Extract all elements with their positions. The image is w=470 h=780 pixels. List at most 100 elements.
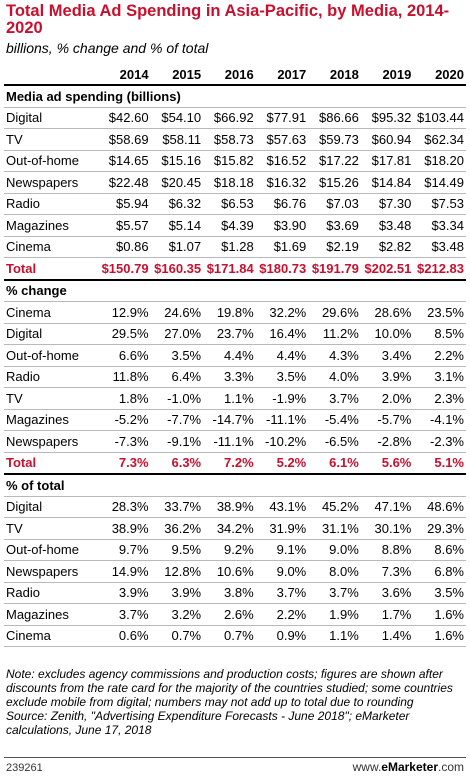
table-cell: 5.2% xyxy=(255,452,309,475)
row-label: Magazines xyxy=(4,214,98,237)
row-label: Newspapers xyxy=(4,171,98,194)
table-cell: $54.10 xyxy=(150,107,204,129)
table-cell: -5.4% xyxy=(308,409,361,431)
row-label: Digital xyxy=(4,496,98,518)
table-cell: 10.0% xyxy=(360,323,414,345)
table-row: Magazines -5.2% -7.7% -14.7% -11.1% -5.4% -5.7… xyxy=(4,409,466,431)
table-cell: 4.3% xyxy=(308,344,361,367)
row-label: Magazines xyxy=(4,409,98,431)
table-cell: 3.6% xyxy=(360,582,414,604)
table-cell: $15.16 xyxy=(150,150,204,172)
table-cell: $86.66 xyxy=(308,107,361,129)
table-cell: $180.73 xyxy=(255,257,309,281)
table-cell: 5.6% xyxy=(360,452,414,475)
table-cell: $6.32 xyxy=(150,193,204,215)
table-cell: 1.4% xyxy=(360,625,414,647)
table-cell: $3.48 xyxy=(360,214,414,237)
table-cell: 3.1% xyxy=(413,366,466,388)
table-cell: 3.9% xyxy=(360,366,414,388)
table-cell: $20.45 xyxy=(150,171,204,194)
table-cell: -1.9% xyxy=(255,387,309,410)
section-header-row: Media ad spending (billions) xyxy=(4,85,466,108)
table-cell: 28.3% xyxy=(98,496,151,518)
table-cell: 12.9% xyxy=(98,301,151,324)
table-cell: 8.8% xyxy=(360,539,414,561)
table-cell: 3.7% xyxy=(98,603,151,626)
table-cell: $7.03 xyxy=(308,193,361,215)
table-cell: $16.52 xyxy=(255,150,309,172)
table-cell: -5.2% xyxy=(98,409,151,431)
table-cell: $62.34 xyxy=(413,128,466,151)
table-cell: 47.1% xyxy=(360,496,414,518)
section-header: % of total xyxy=(4,474,466,497)
table-cell: -7.7% xyxy=(150,409,204,431)
table-row: Radio 3.9% 3.9% 3.8% 3.7% 3.7% 3.6% 3.5% xyxy=(4,582,466,604)
total-row: Total $150.79 $160.35 $171.84 $180.73 $191.79… xyxy=(4,257,466,281)
table-cell: 7.3% xyxy=(98,452,151,475)
table-row: Out-of-home $14.65 $15.16 $15.82 $16.52 $17.2… xyxy=(4,150,466,172)
table-row: Digital 29.5% 27.0% 23.7% 16.4% 11.2% 10.0% 8.5… xyxy=(4,323,466,345)
table-cell: 3.3% xyxy=(203,366,256,388)
table-cell: 4.0% xyxy=(308,366,361,388)
table-cell: 3.5% xyxy=(150,344,204,367)
table-cell: $59.73 xyxy=(308,128,361,151)
table-row: Cinema 0.6% 0.7% 0.7% 0.9% 1.1% 1.4% 1.6% xyxy=(4,625,466,647)
row-label: Cinema xyxy=(4,236,98,258)
table-cell: 38.9% xyxy=(203,496,256,518)
table-cell: 11.8% xyxy=(98,366,151,388)
table-cell: 38.9% xyxy=(98,517,151,540)
table-cell: 0.6% xyxy=(98,625,151,647)
table-cell: $4.39 xyxy=(203,214,256,237)
table-cell: -4.1% xyxy=(413,409,466,431)
table-cell: 12.8% xyxy=(150,560,204,583)
table-cell: -1.0% xyxy=(150,387,204,410)
table-cell: $1.28 xyxy=(203,236,256,258)
table-cell: -6.5% xyxy=(308,430,361,453)
table-row: Magazines 3.7% 3.2% 2.6% 2.2% 1.9% 1.7% 1.6% xyxy=(4,603,466,626)
table-cell: 4.4% xyxy=(203,344,256,367)
table-cell: $17.22 xyxy=(308,150,361,172)
table-cell: 23.7% xyxy=(203,323,256,345)
table-row: Out-of-home 6.6% 3.5% 4.4% 4.4% 4.3% 3.4% 2.2% xyxy=(4,344,466,367)
row-label: Out-of-home xyxy=(4,344,98,367)
row-label: Newspapers xyxy=(4,430,98,453)
row-label: Digital xyxy=(4,323,98,345)
table-cell: $58.69 xyxy=(98,128,151,151)
table-cell: 1.1% xyxy=(203,387,256,410)
section-header: % change xyxy=(4,279,466,302)
table-cell: $42.60 xyxy=(98,107,151,129)
table-cell: 3.9% xyxy=(150,582,204,604)
table-cell: 45.2% xyxy=(308,496,361,518)
row-label: Radio xyxy=(4,193,98,215)
table-cell: $18.20 xyxy=(413,150,466,172)
table-cell: 31.9% xyxy=(255,517,309,540)
table-cell: 27.0% xyxy=(150,323,204,345)
year-header-row: 2014 2015 2016 2017 2018 2019 2020 xyxy=(4,64,466,86)
table-cell: 1.1% xyxy=(308,625,361,647)
table-cell: 31.1% xyxy=(308,517,361,540)
table-cell: 30.1% xyxy=(360,517,414,540)
table-row: TV 1.8% -1.0% 1.1% -1.9% 3.7% 2.0% 2.3% xyxy=(4,387,466,410)
section-header-row: % of total xyxy=(4,474,466,497)
table-cell: $3.34 xyxy=(413,214,466,237)
table-cell: 9.0% xyxy=(255,560,309,583)
chart-title: Total Media Ad Spending in Asia-Pacific,… xyxy=(6,2,450,37)
source-text: Source: Zenith, "Advertising Expenditure… xyxy=(6,709,410,737)
table-cell: -14.7% xyxy=(203,409,256,431)
row-label: Radio xyxy=(4,582,98,604)
table-cell: 1.9% xyxy=(308,603,361,626)
table-cell: 23.5% xyxy=(413,301,466,324)
table-row: Newspapers -7.3% -9.1% -11.1% -10.2% -6.5% -2.… xyxy=(4,430,466,453)
table-cell: 29.3% xyxy=(413,517,466,540)
table-cell: 6.3% xyxy=(150,452,204,475)
table-cell: 29.6% xyxy=(308,301,361,324)
table-cell: $15.82 xyxy=(203,150,256,172)
table-cell: 8.5% xyxy=(413,323,466,345)
footnote: Note: excludes agency commissions and pr… xyxy=(6,667,466,737)
table-cell: 3.5% xyxy=(413,582,466,604)
table-cell: $202.51 xyxy=(360,257,414,281)
row-label: Total xyxy=(4,452,98,475)
table-cell: 2.3% xyxy=(413,387,466,410)
table-cell: 9.0% xyxy=(308,539,361,561)
table-cell: $66.92 xyxy=(203,107,256,129)
